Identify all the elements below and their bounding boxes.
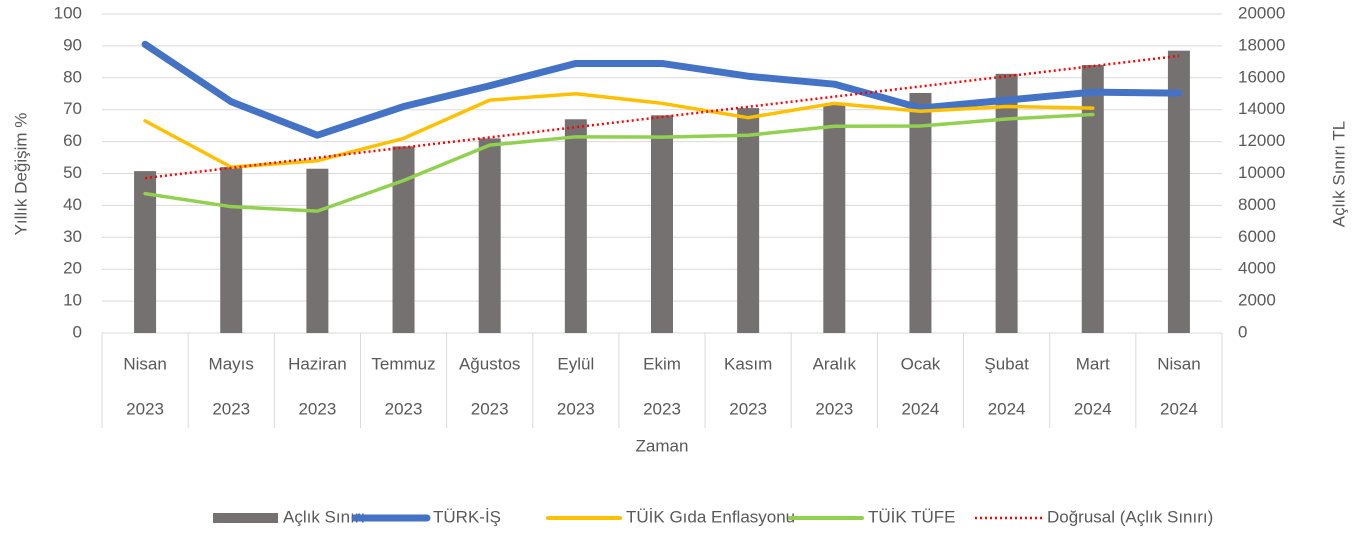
- x-tick-label: Kasım: [724, 354, 772, 373]
- y-tick-label: 50: [63, 163, 82, 182]
- y2-tick-label: 6000: [1238, 227, 1276, 246]
- legend-label: Açlık Sınırı: [283, 507, 365, 526]
- x-tick-label: Ekim: [643, 354, 681, 373]
- y2-tick-label: 16000: [1238, 67, 1285, 86]
- x-tick-year: 2024: [902, 399, 940, 418]
- x-tick-year: 2024: [1074, 399, 1112, 418]
- x-tick-year: 2023: [212, 399, 250, 418]
- x-tick-year: 2023: [298, 399, 336, 418]
- bar: [134, 171, 157, 333]
- y-tick-label: 90: [63, 35, 82, 54]
- x-tick-year: 2023: [126, 399, 164, 418]
- x-tick-label: Haziran: [288, 354, 347, 373]
- y2-tick-label: 4000: [1238, 259, 1276, 278]
- bar: [1167, 50, 1190, 334]
- bar: [995, 73, 1018, 333]
- y2-tick-label: 0: [1238, 322, 1247, 341]
- legend-label: TÜİK TÜFE: [868, 507, 956, 526]
- trend-line: [144, 54, 1180, 180]
- y2-tick-label: 18000: [1238, 35, 1285, 54]
- legend-label: TÜRK-İŞ: [433, 507, 501, 526]
- y2-tick-label: 2000: [1238, 291, 1276, 310]
- x-tick-label: Eylül: [557, 354, 594, 373]
- x-tick-label: Mart: [1076, 354, 1110, 373]
- bar: [220, 167, 243, 333]
- y2-tick-label: 14000: [1238, 99, 1285, 118]
- legend-label: Doğrusal (Açlık Sınırı): [1047, 507, 1213, 526]
- bar: [823, 104, 846, 334]
- x-tick-year: 2024: [1160, 399, 1198, 418]
- y-tick-label: 40: [63, 195, 82, 214]
- bar: [651, 115, 673, 333]
- x-tick-year: 2023: [729, 399, 767, 418]
- y-tick-label: 0: [73, 322, 82, 341]
- x-tick-label: Şubat: [984, 354, 1029, 373]
- x-tick-label: Mayıs: [209, 354, 254, 373]
- y-tick-label: 70: [63, 99, 82, 118]
- y2-tick-label: 12000: [1238, 131, 1285, 150]
- bar: [478, 138, 501, 333]
- x-axis-label: Zaman: [636, 436, 689, 455]
- legend-swatch: [213, 513, 278, 523]
- x-tick-label: Ocak: [901, 354, 941, 373]
- bar: [909, 92, 932, 333]
- bar: [392, 146, 415, 333]
- bar: [1081, 65, 1104, 333]
- x-tick-year: 2023: [471, 399, 509, 418]
- x-tick-label: Aralık: [813, 354, 857, 373]
- x-tick-year: 2023: [385, 399, 423, 418]
- y-tick-label: 10: [63, 291, 82, 310]
- y-tick-label: 20: [63, 259, 82, 278]
- x-tick-year: 2024: [988, 399, 1026, 418]
- y-tick-label: 100: [54, 3, 82, 22]
- x-tick-year: 2023: [557, 399, 595, 418]
- y-tick-label: 30: [63, 227, 82, 246]
- line: [143, 92, 1095, 169]
- y2-axis-label: Açlık Sınırı TL: [1329, 121, 1348, 227]
- x-tick-year: 2023: [643, 399, 681, 418]
- bar: [564, 119, 587, 334]
- x-tick-label: Nisan: [123, 354, 166, 373]
- line: [141, 40, 1183, 139]
- y2-tick-label: 8000: [1238, 195, 1276, 214]
- bar: [306, 168, 329, 333]
- y-axis-label: Yıllık Değişim %: [11, 113, 30, 236]
- legend-label: TÜİK Gıda Enflasyonu: [626, 507, 795, 526]
- y-tick-label: 80: [63, 67, 82, 86]
- y-tick-label: 60: [63, 131, 82, 150]
- bar: [737, 108, 760, 333]
- y2-tick-label: 10000: [1238, 163, 1285, 182]
- line: [143, 112, 1095, 213]
- x-tick-label: Ağustos: [459, 354, 520, 373]
- x-tick-year: 2023: [815, 399, 853, 418]
- y2-tick-label: 20000: [1238, 3, 1285, 22]
- x-tick-label: Temmuz: [371, 354, 435, 373]
- x-tick-label: Nisan: [1157, 354, 1200, 373]
